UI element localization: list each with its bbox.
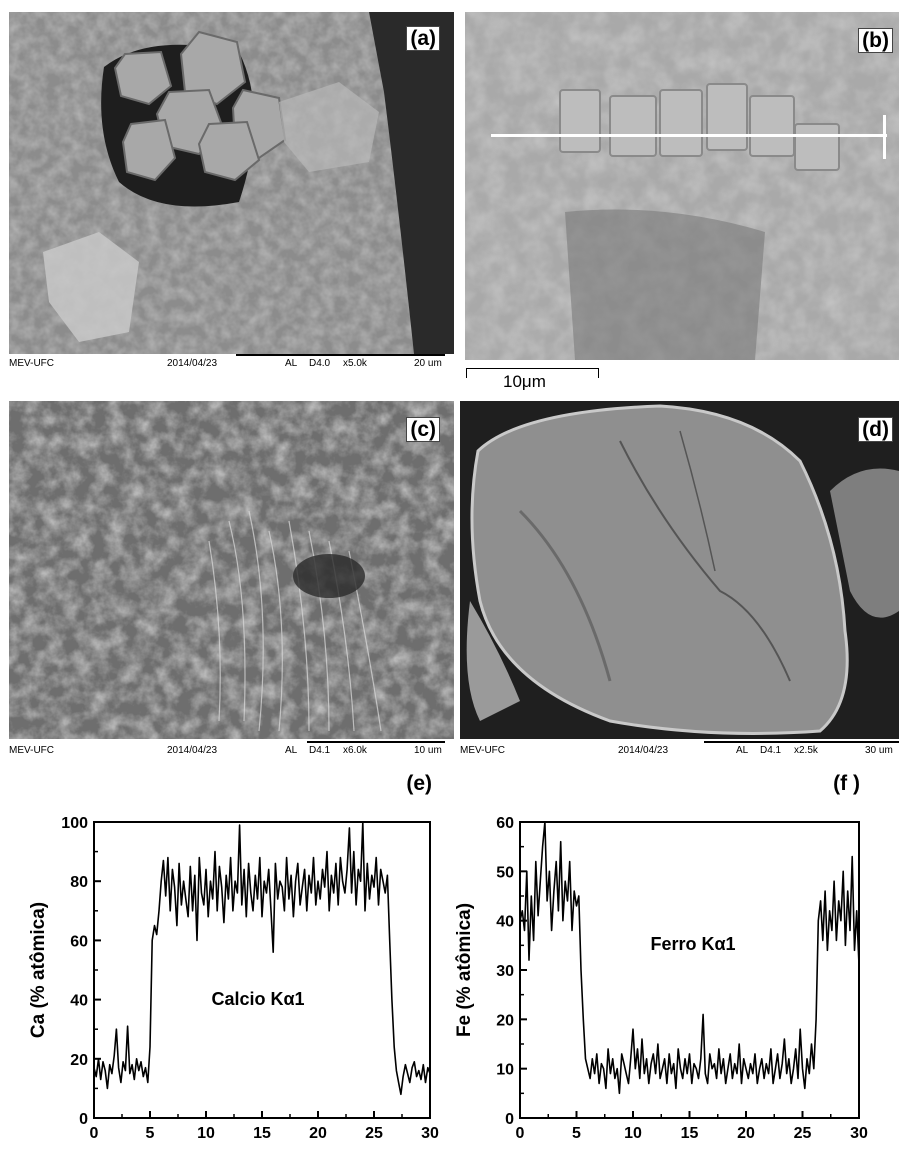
chart-f-svg: 0510152025300102030405060Posição na linh… [454,772,868,1153]
footer-source: MEV-UFC [9,358,54,369]
y-tick-label: 50 [496,864,514,881]
y-tick-label: 0 [505,1111,514,1128]
sem-micrograph-fibers [9,401,454,739]
footer-detector: D4.1 [309,745,331,756]
linescan-line [491,134,887,137]
y-tick-label: 10 [496,1062,514,1079]
x-tick-label: 30 [421,1125,439,1142]
chart-e: 051015202530020406080100Posição na linha… [0,768,450,1153]
sem-micrograph-crystals [9,12,454,354]
x-tick-label: 5 [572,1125,581,1142]
x-tick-label: 20 [309,1125,327,1142]
panel-label: (e) [406,772,432,795]
sem-image-d: (d) [460,401,899,739]
y-axis-label: Ca (% atômica) [28,902,49,1038]
sem-footer-a: MEV-UFC 2014/04/23 AL D4.0 x5.0k 20 um [9,358,454,372]
footer-magnification: x6.0k [343,745,367,756]
y-tick-label: 20 [496,1012,514,1029]
sem-micrograph-linescan [465,12,899,360]
chart-f: 0510152025300102030405060Posição na linh… [450,768,899,1153]
x-tick-label: 25 [794,1125,812,1142]
footer-source: MEV-UFC [9,745,54,756]
x-tick-label: 5 [146,1125,155,1142]
panel-label-c: (c) [406,417,440,442]
x-tick-label: 20 [737,1125,755,1142]
x-tick-label: 10 [624,1125,642,1142]
line-series [93,821,431,1096]
footer-scale: 30 um [865,745,893,756]
y-tick-label: 100 [61,815,88,832]
y-axis-label: Fe (% atômica) [454,903,475,1037]
footer-mode: AL [285,358,298,369]
y-tick-label: 0 [79,1111,88,1128]
scale-bar-d [704,741,899,743]
y-tick-label: 40 [496,914,514,931]
chart-e-svg: 051015202530020406080100Posição na linha… [28,772,439,1153]
footer-detector: D4.0 [309,358,331,369]
series-annotation: Calcio Kα1 [211,989,304,1009]
y-tick-label: 80 [70,874,88,891]
sem-image-a: (a) [9,12,454,354]
x-tick-label: 15 [681,1125,699,1142]
footer-mode: AL [736,745,749,756]
y-tick-label: 60 [70,933,88,950]
scale-label-b: 10μm [503,372,546,391]
linescan-endmark [883,115,886,159]
footer-scale: 20 um [414,358,442,369]
sem-footer-d: MEV-UFC 2014/04/23 AL D4.1 x2.5k 30 um [460,745,899,759]
footer-date: 2014/04/23 [167,358,218,369]
line-series [519,821,860,1095]
y-tick-label: 40 [70,993,88,1010]
sem-image-b: (b) [465,12,899,360]
x-tick-label: 0 [516,1125,525,1142]
footer-date: 2014/04/23 [167,745,218,756]
x-tick-label: 30 [850,1125,868,1142]
footer-scale: 10 um [414,745,442,756]
y-tick-label: 20 [70,1052,88,1069]
panel-label-b: (b) [858,28,893,53]
x-tick-label: 25 [365,1125,383,1142]
y-tick-label: 60 [496,815,514,832]
footer-date: 2014/04/23 [618,745,669,756]
sem-image-c: (c) [9,401,454,739]
plot-frame [519,821,860,1119]
scale-bar-b [466,368,599,378]
panel-label: (f ) [833,772,860,795]
scale-bar-c [307,741,445,743]
y-tick-label: 30 [496,963,514,980]
footer-magnification: x5.0k [343,358,367,369]
footer-magnification: x2.5k [794,745,818,756]
panel-label-a: (a) [406,26,440,51]
sem-micrograph-particle [460,401,899,739]
sem-footer-c: MEV-UFC 2014/04/23 AL D4.1 x6.0k 10 um [9,745,454,759]
footer-detector: D4.1 [760,745,782,756]
panel-label-d: (d) [858,417,893,442]
scale-bar-a [236,354,445,356]
x-tick-label: 0 [90,1125,99,1142]
x-tick-label: 10 [197,1125,215,1142]
footer-source: MEV-UFC [460,745,505,756]
x-tick-label: 15 [253,1125,271,1142]
footer-mode: AL [285,745,298,756]
series-annotation: Ferro Kα1 [650,934,735,954]
